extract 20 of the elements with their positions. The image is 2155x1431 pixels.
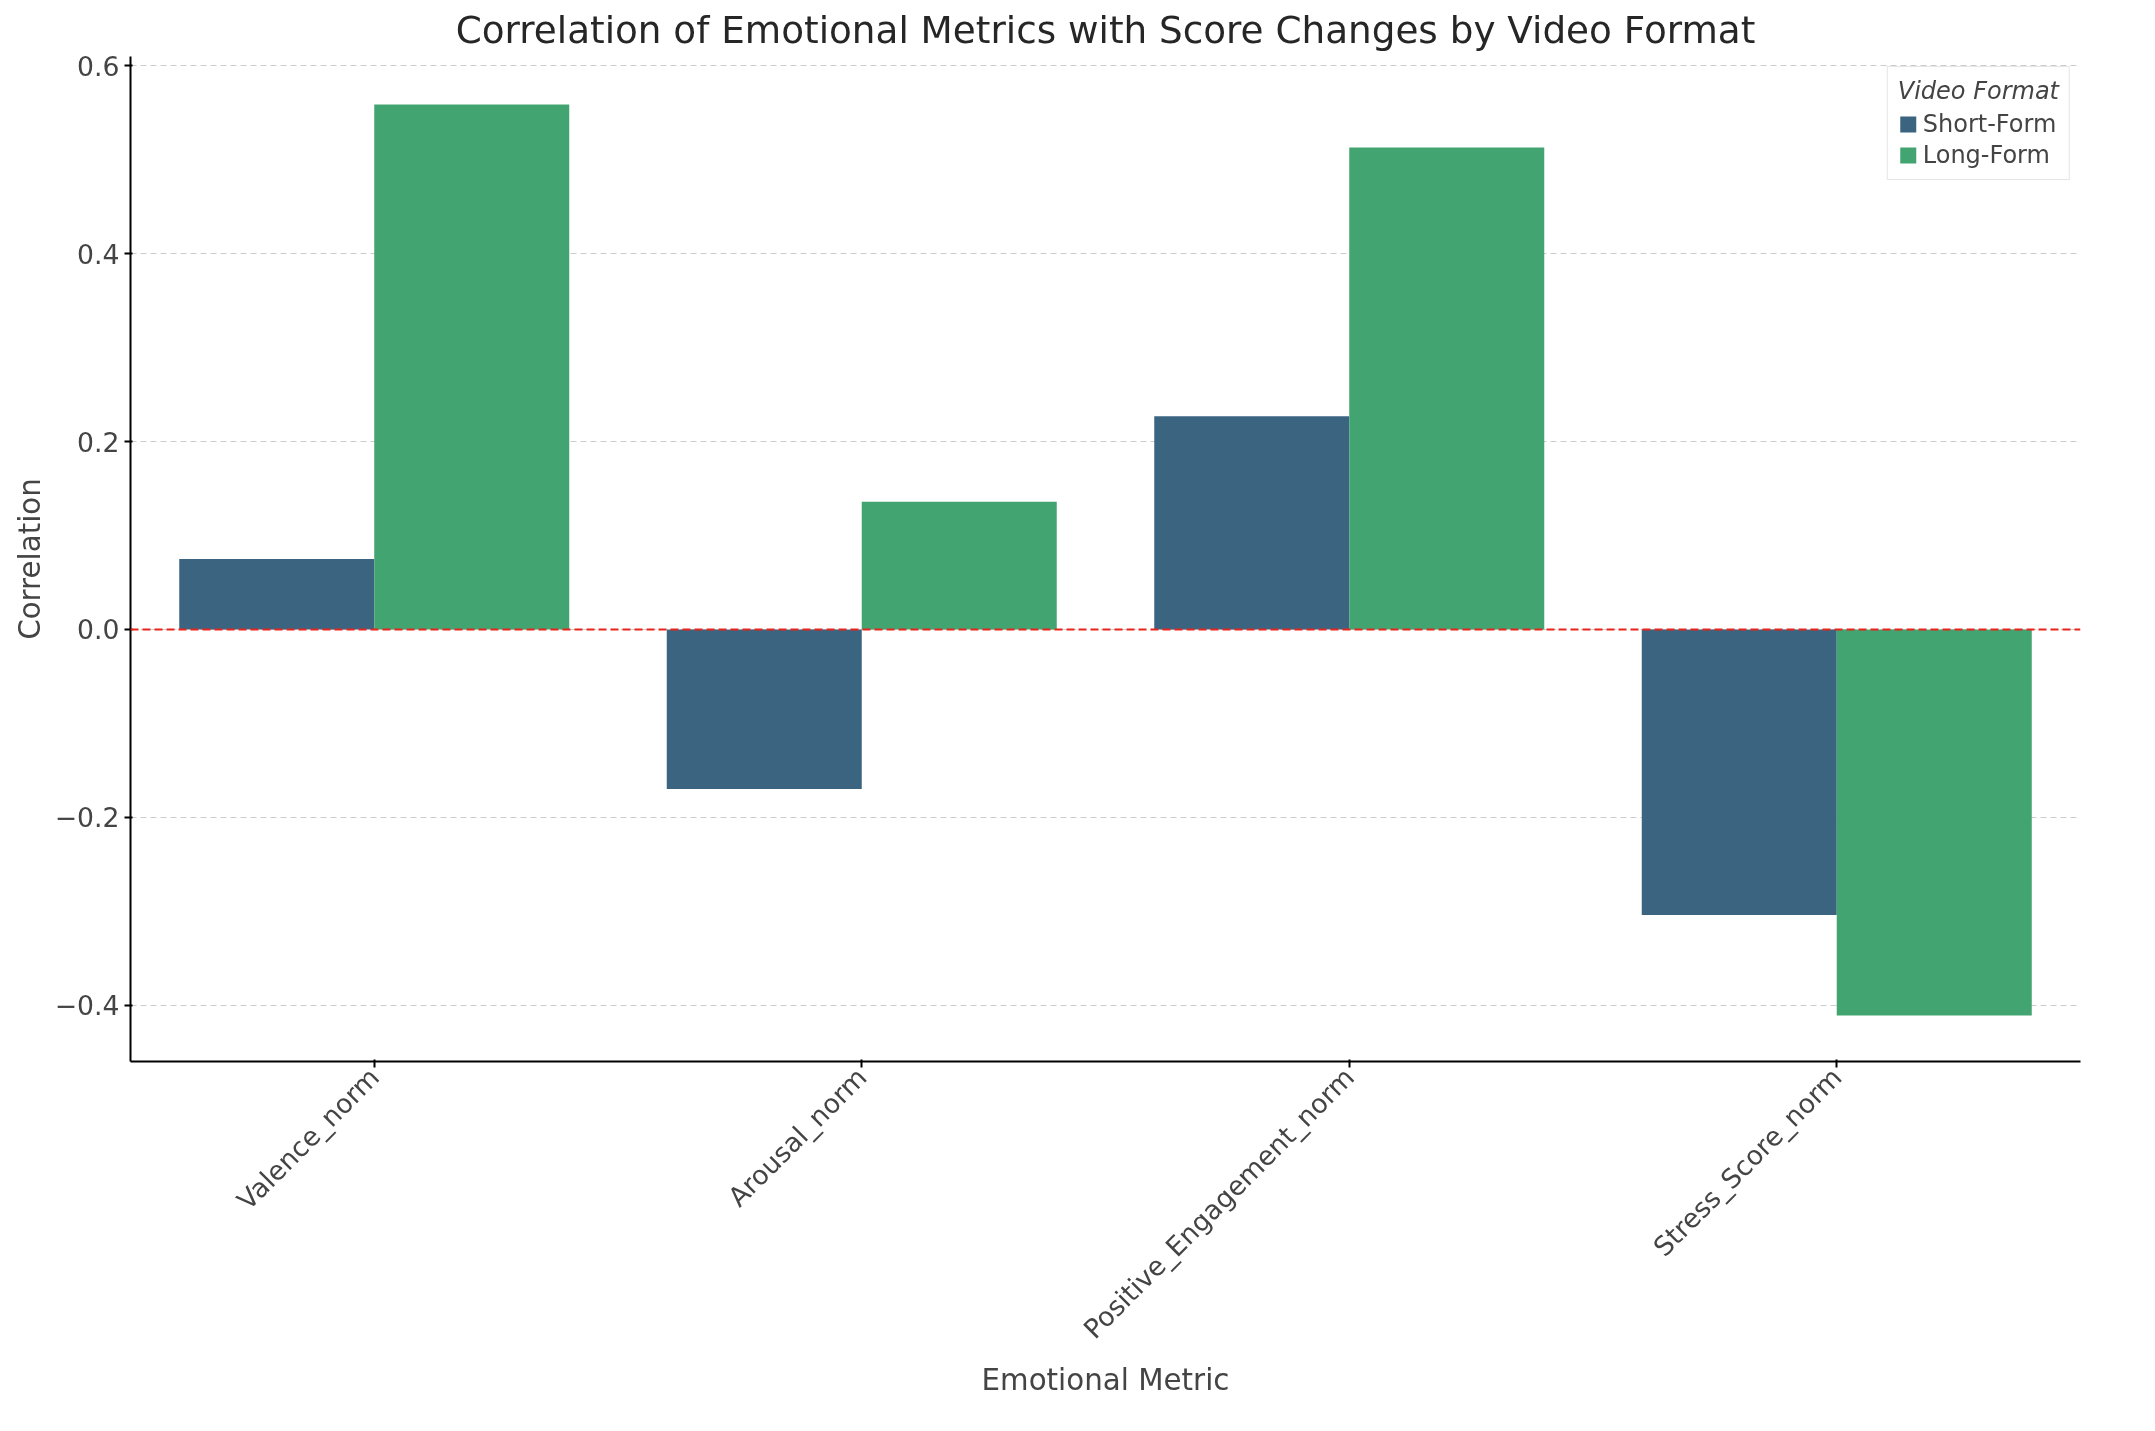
bar	[1154, 416, 1350, 630]
legend-label: Short-Form	[1922, 110, 2057, 138]
bar	[374, 104, 570, 630]
y-tick-label: 0.0	[77, 614, 120, 646]
chart-title: Correlation of Emotional Metrics with Score Changes by Video Format	[455, 7, 1756, 52]
y-tick-label: −0.2	[54, 802, 120, 834]
bar	[1836, 629, 2032, 1016]
bar	[861, 501, 1057, 630]
y-axis-title: Correlation	[12, 478, 47, 640]
bar	[666, 629, 862, 790]
legend-label: Long-Form	[1922, 141, 2050, 169]
x-axis-title: Emotional Metric	[981, 1363, 1230, 1398]
y-tick-label: 0.6	[77, 50, 120, 82]
bar	[179, 559, 375, 630]
bar	[1641, 629, 1837, 915]
y-tick-label: −0.4	[54, 990, 120, 1022]
y-tick-label: 0.2	[77, 426, 120, 458]
y-tick-label: 0.4	[77, 238, 120, 270]
bar	[1349, 147, 1545, 630]
legend-title: Video Format	[1897, 77, 2059, 105]
